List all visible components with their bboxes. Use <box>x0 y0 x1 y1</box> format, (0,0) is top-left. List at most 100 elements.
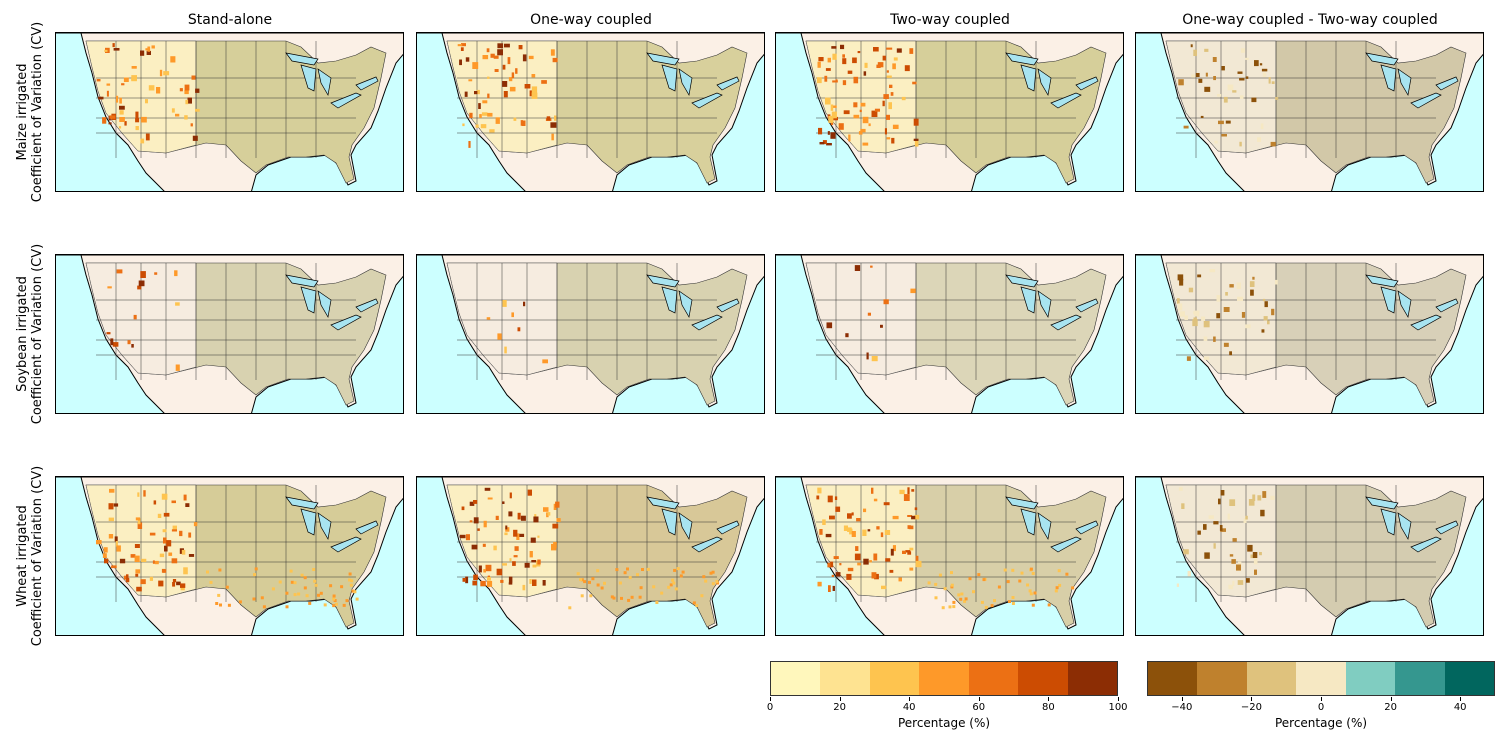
hotspot <box>303 586 307 590</box>
hotspot <box>888 102 892 110</box>
hotspot <box>254 567 258 571</box>
hotspot <box>952 600 956 604</box>
hotspot <box>1254 569 1257 575</box>
hotspot <box>880 532 884 538</box>
hotspot <box>1241 312 1246 318</box>
hotspot <box>464 91 468 97</box>
hotspot <box>102 553 107 558</box>
hotspot <box>1249 281 1255 287</box>
hotspot <box>862 529 867 536</box>
hotspot <box>509 558 512 562</box>
hotspot <box>1179 279 1184 286</box>
hotspot <box>623 571 627 575</box>
hotspot <box>993 599 996 603</box>
colorbar-tick-label: 40 <box>902 702 916 713</box>
hotspot <box>523 301 526 307</box>
hotspot <box>816 495 820 500</box>
hotspot <box>673 568 677 572</box>
hotspot <box>332 594 336 598</box>
hotspot <box>913 138 919 141</box>
hotspot <box>293 593 297 597</box>
hotspot <box>494 69 499 72</box>
hotspot <box>882 100 885 107</box>
hotspot <box>312 568 316 571</box>
hotspot <box>660 591 664 595</box>
hotspot <box>1251 97 1257 103</box>
hotspot <box>1259 63 1263 66</box>
hotspot <box>158 580 164 587</box>
hotspot <box>505 525 508 530</box>
hotspot <box>112 342 119 347</box>
hotspot <box>615 568 619 572</box>
hotspot <box>164 545 168 552</box>
great-lake <box>1037 290 1052 319</box>
hotspot <box>818 57 824 62</box>
hotspot <box>181 549 186 555</box>
hotspot <box>145 133 150 141</box>
colorbar-bin <box>1197 662 1247 695</box>
hotspot <box>1245 515 1248 520</box>
hotspot <box>912 81 917 85</box>
hotspot <box>695 604 699 607</box>
hotspot <box>355 597 359 601</box>
hotspot <box>135 111 139 119</box>
hotspot <box>1247 544 1253 552</box>
hotspot <box>482 543 486 547</box>
hotspot <box>1029 592 1033 596</box>
hotspot <box>898 577 902 582</box>
hotspot <box>1236 282 1241 289</box>
hotspot <box>1229 284 1234 288</box>
hotspot <box>1176 298 1180 304</box>
hotspot <box>143 490 146 497</box>
hotspot <box>175 302 180 306</box>
hotspot <box>934 582 938 586</box>
hotspot <box>874 108 880 112</box>
hotspot <box>513 555 518 558</box>
hotspot <box>889 84 893 88</box>
hotspot <box>873 498 878 502</box>
column-title: Stand-alone <box>187 12 273 28</box>
map-panel <box>775 254 1124 414</box>
hotspot <box>509 492 512 499</box>
hotspot <box>481 112 488 116</box>
great-lake <box>1050 314 1082 331</box>
hotspot <box>495 515 499 520</box>
hotspot <box>188 554 195 557</box>
hotspot <box>982 578 986 582</box>
hotspot <box>618 581 622 585</box>
hotspot <box>847 567 854 572</box>
hotspot <box>1193 317 1197 323</box>
hotspot <box>868 123 871 127</box>
hotspot <box>125 577 130 583</box>
hotspot <box>109 115 116 119</box>
hotspot <box>1031 603 1035 607</box>
hotspot <box>580 578 584 582</box>
colorbar-bin <box>1018 662 1068 695</box>
hotspot <box>342 603 346 607</box>
hotspot <box>1204 48 1209 52</box>
hotspot <box>503 91 508 98</box>
colorbar-tick-label: 20 <box>1384 702 1397 713</box>
hotspot <box>828 115 834 123</box>
hotspot <box>1047 603 1051 607</box>
hotspot <box>1268 77 1271 84</box>
hotspot <box>530 537 536 543</box>
hotspot <box>588 580 591 584</box>
colorbar-bin <box>820 662 870 695</box>
hotspot <box>1065 572 1069 576</box>
hotspot <box>1271 308 1275 316</box>
hotspot <box>580 594 584 598</box>
hotspot <box>1006 580 1010 584</box>
hotspot <box>1011 596 1015 599</box>
hotspot <box>171 108 175 113</box>
hotspot <box>146 50 151 55</box>
hotspot <box>161 568 165 573</box>
hotspot <box>819 529 823 535</box>
state-borders <box>816 263 1076 380</box>
great-lake <box>317 68 332 97</box>
hotspot <box>1029 567 1033 571</box>
hotspot <box>507 57 511 65</box>
colorbar-tick <box>770 697 771 701</box>
colorbar-tick-label: 0 <box>766 702 774 713</box>
hotspot <box>332 604 336 608</box>
